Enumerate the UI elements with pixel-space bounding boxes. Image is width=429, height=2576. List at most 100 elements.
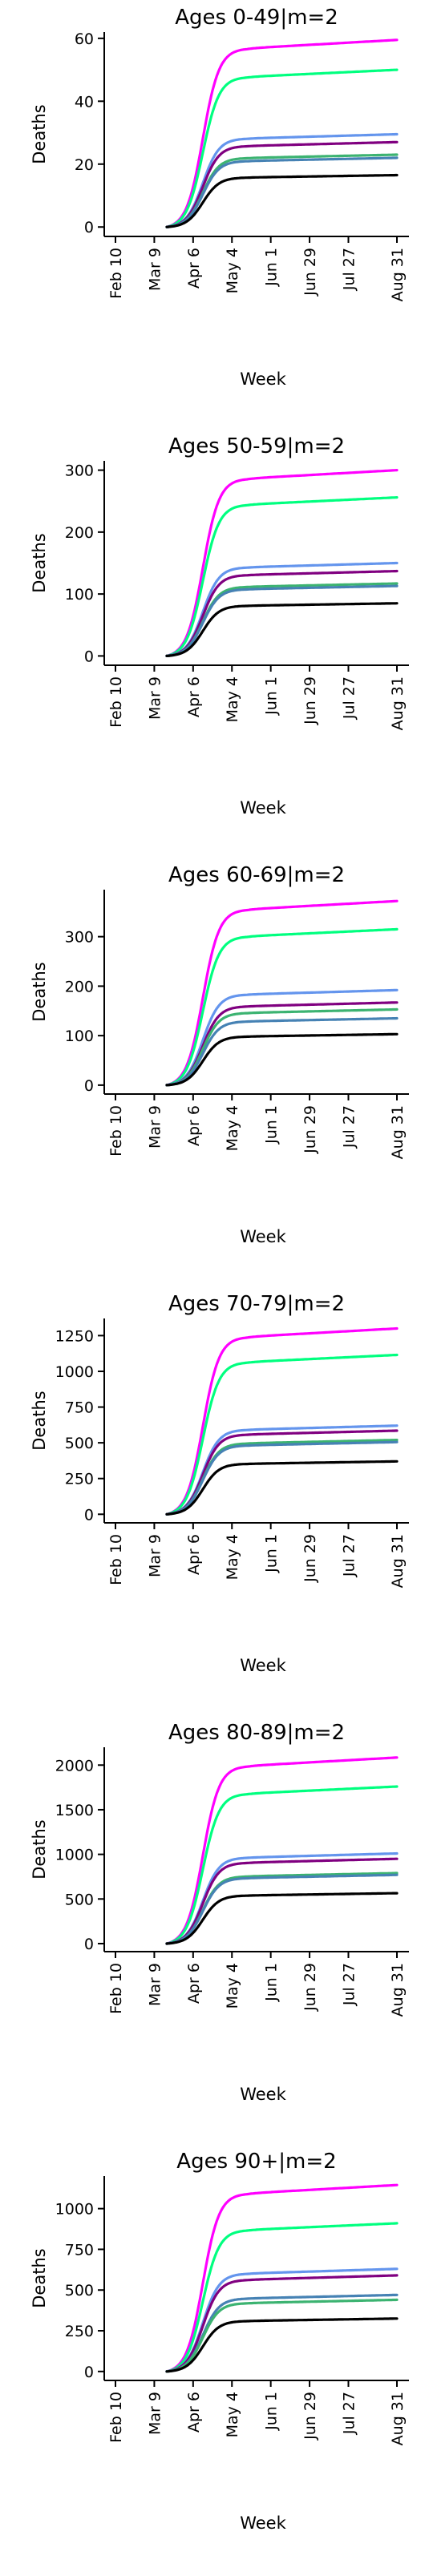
y-tick-label: 250 xyxy=(65,1471,94,1488)
x-tick-label: Jul 27 xyxy=(340,1534,358,1577)
y-tick-label: 1000 xyxy=(55,2201,94,2219)
x-tick-label: May 4 xyxy=(224,2392,241,2437)
series-line-2 xyxy=(165,496,399,657)
x-tick-label: Mar 9 xyxy=(146,1963,164,2006)
series-line-3 xyxy=(165,561,399,657)
y-axis-label: Deaths xyxy=(30,1391,49,1450)
x-tick-label: Jun 1 xyxy=(263,2392,281,2431)
series-line-3 xyxy=(165,132,399,228)
chart-panel-4: Ages 70-79|m=2 0 250 500 750 1000 1250 Feb 10 Ma… xyxy=(30,1292,409,1675)
x-tick-label: Apr 6 xyxy=(185,248,203,289)
y-tick-label: 500 xyxy=(65,1435,94,1452)
x-tick-label: Feb 10 xyxy=(107,676,125,728)
y-tick-label: 200 xyxy=(65,524,94,542)
y-tick-label: 750 xyxy=(65,2241,94,2259)
x-tick-label: Feb 10 xyxy=(107,1105,125,1157)
series-line-3 xyxy=(165,988,399,1087)
series-line-7 xyxy=(165,1032,399,1087)
x-tick-label: Aug 31 xyxy=(389,248,407,301)
x-tick-label: Feb 10 xyxy=(107,2392,125,2443)
y-tick-label: 200 xyxy=(65,978,94,995)
chart-title: Ages 50-59|m=2 xyxy=(168,434,345,458)
x-axis-label: Week xyxy=(240,798,286,818)
y-tick-label: 1250 xyxy=(55,1327,94,1345)
series-line-2 xyxy=(165,1785,399,1945)
x-tick-label: May 4 xyxy=(224,1963,241,2009)
x-tick-label: Jun 29 xyxy=(302,1963,319,2012)
chart-title: Ages 60-69|m=2 xyxy=(168,863,345,887)
x-tick-label: Feb 10 xyxy=(107,1963,125,2014)
series-line-1 xyxy=(165,1756,399,1945)
y-axis-label: Deaths xyxy=(30,2248,49,2307)
x-tick-label: Jun 1 xyxy=(263,1963,281,2002)
y-tick-label: 0 xyxy=(84,1506,94,1524)
series-line-6 xyxy=(165,1440,399,1516)
x-tick-label: Aug 31 xyxy=(389,2392,407,2445)
series-line-6 xyxy=(165,1873,399,1945)
x-tick-label: Jun 29 xyxy=(302,1534,319,1583)
x-tick-label: Jun 29 xyxy=(302,2392,319,2441)
y-tick-label: 750 xyxy=(65,1399,94,1417)
y-tick-label: 500 xyxy=(65,2282,94,2299)
y-tick-label: 1000 xyxy=(55,1363,94,1381)
chart-title: Ages 90+|m=2 xyxy=(176,2150,336,2174)
chart-title: Ages 80-89|m=2 xyxy=(168,1721,345,1745)
series-line-2 xyxy=(165,68,399,228)
x-tick-label: Mar 9 xyxy=(146,1105,164,1149)
y-axis-label: Deaths xyxy=(30,962,49,1021)
x-tick-label: Aug 31 xyxy=(389,676,407,730)
y-tick-label: 100 xyxy=(65,1028,94,1045)
series-line-4 xyxy=(165,140,399,228)
x-tick-label: Jun 1 xyxy=(263,1534,281,1573)
y-tick-label: 300 xyxy=(65,929,94,947)
x-tick-label: Apr 6 xyxy=(185,676,203,717)
x-tick-label: Mar 9 xyxy=(146,676,164,720)
x-tick-label: Feb 10 xyxy=(107,1534,125,1585)
chart-panel-5: Ages 80-89|m=2 0 500 1000 1500 2000 Feb 10 Mar … xyxy=(30,1721,409,2104)
y-tick-label: 300 xyxy=(65,462,94,480)
x-tick-label: Jun 29 xyxy=(302,1105,319,1154)
chart-panel-3: Ages 60-69|m=2 0 100 200 300 Feb 10 Mar 9 Apr 6… xyxy=(30,863,409,1246)
x-axis-label: Week xyxy=(240,369,286,389)
x-tick-label: May 4 xyxy=(224,1105,241,1151)
series-line-6 xyxy=(165,2298,399,2373)
series-line-1 xyxy=(165,2183,399,2373)
series-line-5 xyxy=(165,1007,399,1087)
x-tick-label: May 4 xyxy=(224,676,241,722)
x-tick-label: Mar 9 xyxy=(146,248,164,291)
x-tick-label: Jun 29 xyxy=(302,676,319,725)
x-tick-label: Mar 9 xyxy=(146,2392,164,2435)
y-tick-label: 250 xyxy=(65,2323,94,2340)
y-tick-label: 20 xyxy=(75,156,94,174)
chart-panel-1: Ages 0-49|m=2 0 20 40 60 Feb 10 Mar 9 Apr 6 May … xyxy=(30,6,409,389)
series-line-4 xyxy=(165,2274,399,2373)
series-line-4 xyxy=(165,1857,399,1945)
x-tick-label: May 4 xyxy=(224,248,241,293)
x-tick-label: Jun 1 xyxy=(263,248,281,287)
series-line-4 xyxy=(165,1429,399,1516)
x-tick-label: Jul 27 xyxy=(340,676,358,720)
y-tick-label: 2000 xyxy=(55,1757,94,1775)
y-axis-label: Deaths xyxy=(30,1819,49,1879)
x-axis-label: Week xyxy=(240,2513,286,2533)
chart-panel-6: Ages 90+|m=2 0 250 500 750 1000 Feb 10 Mar 9 Apr… xyxy=(30,2150,409,2533)
series-line-7 xyxy=(165,1460,399,1516)
x-axis-label: Week xyxy=(240,2085,286,2104)
x-tick-label: Jun 29 xyxy=(302,248,319,297)
y-tick-label: 0 xyxy=(84,219,94,236)
series-line-1 xyxy=(165,38,399,228)
x-tick-label: Apr 6 xyxy=(185,2392,203,2433)
series-line-1 xyxy=(165,899,399,1087)
y-tick-label: 1500 xyxy=(55,1802,94,1819)
chart-title: Ages 70-79|m=2 xyxy=(168,1292,345,1316)
x-axis-label: Week xyxy=(240,1656,286,1675)
y-tick-label: 100 xyxy=(65,586,94,604)
x-tick-label: Jul 27 xyxy=(340,2392,358,2435)
x-tick-label: Mar 9 xyxy=(146,1534,164,1577)
y-tick-label: 1000 xyxy=(55,1847,94,1864)
x-axis-label: Week xyxy=(240,1227,286,1246)
series-line-6 xyxy=(165,1016,399,1087)
series-line-1 xyxy=(165,469,399,657)
series-line-4 xyxy=(165,1001,399,1087)
x-tick-label: Jul 27 xyxy=(340,1105,358,1149)
